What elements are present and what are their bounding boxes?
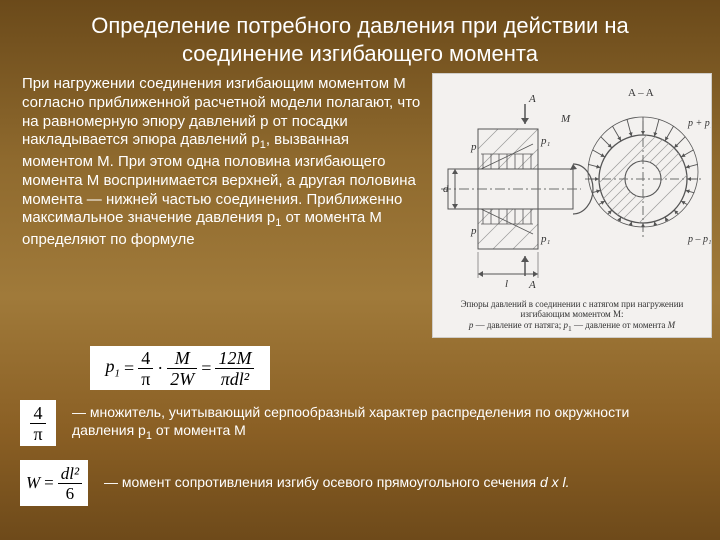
- body-paragraph: При нагружении соединения изгибающим мом…: [22, 73, 426, 338]
- svg-text:l: l: [505, 278, 508, 290]
- svg-text:A: A: [528, 279, 536, 291]
- desc-multiplier: — множитель, учитывающий серпообразный х…: [72, 400, 632, 443]
- svg-text:A – A: A – A: [628, 87, 654, 99]
- desc-W: — момент сопротивления изгибу осевого пр…: [104, 474, 570, 492]
- svg-text:p₁: p₁: [540, 135, 551, 147]
- svg-text:d: d: [443, 183, 449, 195]
- svg-text:M: M: [560, 113, 571, 125]
- svg-text:A: A: [528, 93, 536, 105]
- formula-p1: p1 = 4π · M2W = 12Mπdl²: [90, 346, 270, 390]
- content-row: При нагружении соединения изгибающим мом…: [0, 71, 720, 338]
- svg-text:p – p₁: p – p₁: [687, 234, 711, 245]
- figure-caption: Эпюры давлений в соединении с натягом пр…: [439, 299, 705, 333]
- page-title: Определение потребного давления при дейс…: [0, 0, 720, 71]
- technical-figure: A A A – A M l d p p₁ p p₁ p + p₁ p – p₁ …: [432, 73, 712, 338]
- svg-text:p: p: [470, 225, 477, 237]
- svg-text:p + p₁: p + p₁: [687, 118, 711, 129]
- svg-text:p: p: [470, 141, 477, 153]
- formula-4-over-pi: 4π: [20, 400, 56, 446]
- formula-W: W = dl²6: [20, 460, 88, 506]
- svg-text:p₁: p₁: [540, 233, 551, 245]
